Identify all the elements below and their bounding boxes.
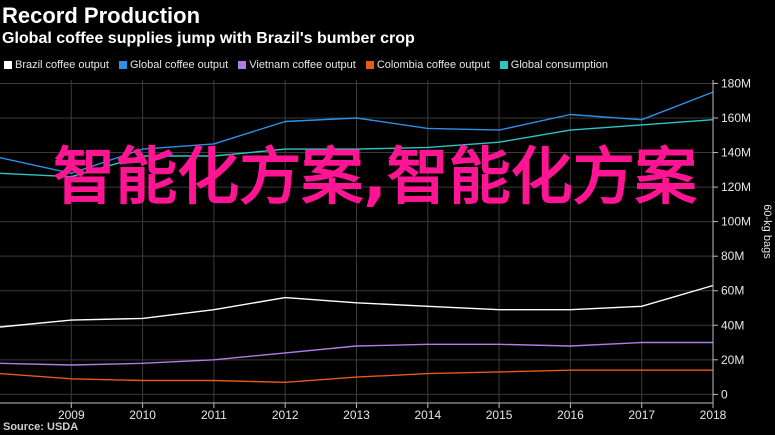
- series-line-global-coffee-output: [0, 91, 714, 175]
- x-tick-label: 2018: [700, 408, 727, 422]
- source-note: Source: USDA: [3, 421, 79, 433]
- y-tick-label: 40M: [721, 318, 744, 332]
- chart-subtitle: Global coffee supplies jump with Brazil'…: [2, 30, 415, 47]
- legend-swatch-global-output: [118, 61, 127, 69]
- y-axis-label: 60-kg bags: [761, 204, 773, 259]
- x-tick-label: 2017: [628, 408, 655, 422]
- legend-item-colombia: Colombia coffee output: [365, 59, 490, 71]
- chart-legend: Brazil coffee output Global coffee outpu…: [4, 58, 608, 72]
- y-tick-label: 80M: [721, 249, 744, 263]
- legend-swatch-vietnam: [238, 61, 247, 69]
- series-line-global-consumption: [0, 119, 714, 178]
- legend-item-global-consumption: Global consumption: [499, 59, 609, 71]
- legend-label-brazil: Brazil coffee output: [15, 59, 109, 71]
- series-lines: [0, 91, 714, 383]
- legend-item-brazil: Brazil coffee output: [4, 59, 109, 71]
- y-tick-label: 60M: [721, 284, 744, 298]
- legend-swatch-brazil: [4, 61, 12, 69]
- legend-swatch-global-consumption: [499, 61, 508, 69]
- x-tick-label: 2014: [414, 408, 441, 422]
- x-tick-label: 2010: [129, 408, 156, 422]
- grid-lines: [0, 80, 714, 403]
- legend-item-vietnam: Vietnam coffee output: [238, 59, 356, 71]
- legend-label-global-output: Global coffee output: [129, 59, 229, 71]
- x-tick-label: 2012: [272, 408, 299, 422]
- x-tick-label: 2013: [343, 408, 370, 422]
- series-line-vietnam-coffee-output: [0, 341, 713, 366]
- y-tick-label: 180M: [721, 76, 751, 90]
- legend-swatch-colombia: [365, 61, 374, 69]
- x-tick-label: 2015: [486, 408, 513, 422]
- y-tick-label: 20M: [721, 353, 744, 367]
- legend-label-colombia: Colombia coffee output: [376, 59, 490, 71]
- y-tick-label: 140M: [721, 146, 751, 160]
- y-tick-label: 0: [721, 387, 728, 401]
- legend-label-global-consumption: Global consumption: [510, 59, 609, 71]
- series-line-colombia-coffee-output: [0, 369, 713, 383]
- x-tick-label: 2011: [201, 408, 227, 422]
- series-line-brazil-coffee-output: [0, 284, 714, 328]
- y-tick-label: 160M: [721, 111, 751, 125]
- axes: 0 20M 40M 60M 80M 100M 120M 140M 160M 180M 2009 201…: [0, 76, 751, 422]
- x-tick-label: 2016: [557, 408, 584, 422]
- chart-title: Record Production: [2, 3, 201, 28]
- y-tick-label: 100M: [721, 215, 751, 229]
- legend-item-global-output: Global coffee output: [118, 59, 229, 71]
- y-tick-label: 120M: [721, 180, 751, 194]
- x-tick-label: 2009: [58, 408, 85, 422]
- legend-label-vietnam: Vietnam coffee output: [249, 59, 356, 71]
